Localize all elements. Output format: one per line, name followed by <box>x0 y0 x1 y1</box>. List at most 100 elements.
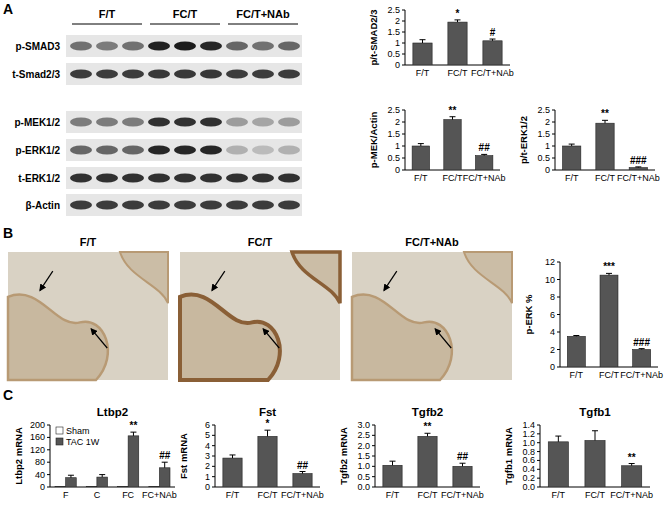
y-label: p-MEK/Actin <box>368 112 379 169</box>
x-tick-label: FC/T+NAb <box>620 370 663 380</box>
chart-title: Tgfb1 <box>579 406 611 418</box>
y-tick-label: 10 <box>545 275 555 285</box>
blot-band <box>226 146 248 155</box>
annotation: # <box>490 27 496 38</box>
x-tick-label: F/T <box>565 173 579 183</box>
blot-band <box>70 174 92 183</box>
bar <box>293 474 312 487</box>
bar <box>600 275 618 367</box>
bar <box>563 146 581 170</box>
x-tick-label: FC/T <box>418 490 438 500</box>
blot-bracket <box>72 24 142 25</box>
x-tick-label: F/T <box>414 173 428 183</box>
blot-column: FC/T <box>173 8 198 20</box>
y-tick-label: 40 <box>35 470 45 480</box>
tissue <box>464 252 512 303</box>
y-tick-label: 160 <box>30 432 45 442</box>
blot-strip <box>66 139 302 161</box>
y-label: p-ERK % <box>523 294 534 335</box>
blot-band <box>70 146 92 155</box>
y-tick-label: 1 <box>395 38 400 48</box>
blot-bracket <box>228 24 298 25</box>
blot-strip <box>66 35 302 57</box>
y-tick-label: 0.4 <box>522 464 535 474</box>
bar <box>475 156 492 170</box>
error-bar <box>592 431 598 441</box>
y-tick-label: 3 <box>205 451 210 461</box>
bar <box>258 436 277 487</box>
blot-band <box>122 174 144 183</box>
x-tick-label: F/T <box>226 490 240 500</box>
y-label: Fst mRNA <box>178 433 189 479</box>
blot-band <box>148 118 170 127</box>
y-tick-label: 12 <box>545 257 555 267</box>
blot-band <box>226 118 248 127</box>
blot-band <box>96 42 118 51</box>
blot-band <box>148 174 170 183</box>
y-tick-label: 200 <box>30 420 45 430</box>
blot-column: FC/T+NAb <box>236 8 290 20</box>
y-tick-label: 0 <box>550 362 555 372</box>
tissue <box>292 252 340 303</box>
chart-title: Ltbp2 <box>97 406 128 418</box>
blot-band <box>252 118 274 127</box>
y-tick-label: 0.0 <box>522 482 535 492</box>
error-bar <box>265 430 271 436</box>
blot-strip <box>66 63 302 85</box>
blot-band <box>252 174 274 183</box>
y-tick-label: 8 <box>550 292 555 302</box>
y-tick-label: 3.0 <box>357 420 370 430</box>
blot-band <box>200 118 222 127</box>
blot-band <box>252 201 274 210</box>
error-bar <box>425 433 431 436</box>
micrograph <box>352 252 512 380</box>
chart-title: Tgfb2 <box>412 406 443 418</box>
blot-band <box>96 146 118 155</box>
error-bar <box>629 464 635 466</box>
y-tick-label: 2.5 <box>537 105 550 115</box>
blot-band <box>174 42 196 51</box>
error-bar <box>490 39 496 41</box>
bar <box>418 436 437 487</box>
x-tick-label: F/T <box>416 68 430 78</box>
bar <box>448 22 467 65</box>
bars <box>567 273 650 367</box>
x-tick-label: FC/T+NAb <box>281 490 324 500</box>
y-tick-label: 1.0 <box>357 461 370 471</box>
y-tick-label: 2 <box>395 16 400 26</box>
error-bar <box>573 335 579 337</box>
blot-band <box>96 201 118 210</box>
micrograph-title: F/T <box>80 236 97 248</box>
error-bar <box>455 20 461 22</box>
y-tick-label: 0.5 <box>537 153 550 163</box>
blot-band <box>200 201 222 210</box>
y-label: p/t-ERK1/2 <box>518 116 529 164</box>
x-tick-label: FC/T+NAb <box>610 490 653 500</box>
error-bar <box>555 436 561 442</box>
blot-strip <box>66 111 302 133</box>
tissue <box>8 294 108 380</box>
blot-bracket <box>150 24 220 25</box>
legend-swatch <box>56 438 63 445</box>
annotation: * <box>266 418 270 429</box>
blot-band <box>200 42 222 51</box>
blot-column: F/T <box>99 8 116 20</box>
y-tick-label: 1.5 <box>357 451 370 461</box>
y-tick-label: 1.5 <box>387 129 400 139</box>
y-label: Ltbp2 mRNA <box>13 427 24 485</box>
x-tick-label: FC <box>122 490 134 500</box>
bar <box>596 123 614 170</box>
legend-label: Sham <box>66 426 90 436</box>
blot-band <box>278 118 300 127</box>
micrograph <box>8 252 168 380</box>
bar <box>223 458 242 487</box>
bars <box>548 431 642 487</box>
blot-band <box>148 146 170 155</box>
y-axis <box>405 10 406 65</box>
bar <box>128 436 139 487</box>
annotation: ## <box>159 450 171 461</box>
error-bar <box>481 154 487 155</box>
micrograph-title: FC/T+NAb <box>405 236 459 248</box>
x-tick-label: FC+NAb <box>142 490 177 500</box>
blot-band <box>226 174 248 183</box>
